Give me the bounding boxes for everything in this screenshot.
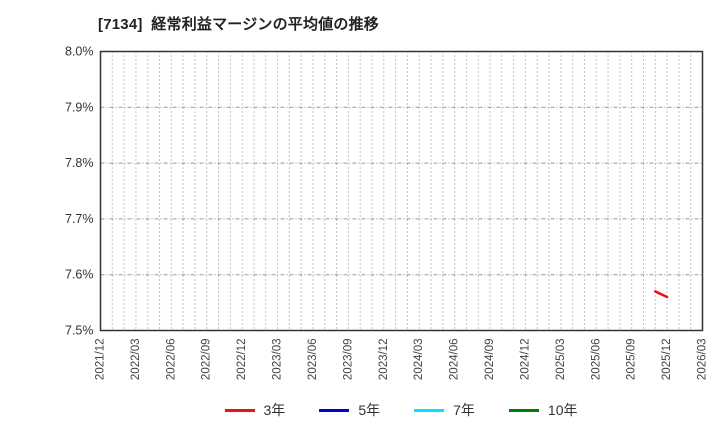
- x-tick-label: 2022/03: [130, 339, 142, 381]
- y-tick-label: 7.7%: [65, 212, 94, 226]
- x-tick-label: 2022/09: [201, 339, 213, 381]
- y-tick-label: 7.5%: [65, 324, 94, 338]
- x-axis-labels: 2021/12 2022/03 2022/06 2022/09 2022/12 2023/…: [95, 339, 709, 381]
- legend-item-7-years: 7年: [414, 403, 475, 417]
- vertical-gridlines: [111, 51, 692, 331]
- series-lines: [654, 290, 669, 299]
- chart-title: [7134] 経常利益マージンの平均値の推移: [98, 16, 379, 33]
- legend-line-swatch-10-years: [508, 408, 539, 412]
- x-tick-label: 2025/12: [661, 339, 673, 381]
- legend-item-10-years: 10年: [508, 402, 578, 418]
- legend-line-swatch-7-years: [414, 408, 445, 412]
- horizontal-gridlines: [100, 106, 703, 276]
- chart-legend: 3年 5年 7年 10年: [100, 403, 702, 417]
- x-tick-label: 2021/12: [95, 339, 107, 381]
- x-tick-label: 2023/12: [378, 339, 390, 381]
- x-tick-label: 2026/03: [697, 339, 709, 381]
- x-tick-label: 2023/09: [342, 339, 354, 381]
- x-tick-label: 2025/09: [626, 339, 638, 381]
- legend-item-5-years: 5年: [319, 403, 380, 417]
- y-tick-label: 8.0%: [65, 45, 94, 59]
- legend-label-7-years: 7年: [453, 402, 475, 418]
- legend-line-swatch-5-years: [319, 408, 350, 412]
- x-tick-label: 2024/03: [413, 339, 425, 381]
- y-tick-label: 7.8%: [65, 156, 94, 170]
- x-tick-label: 2024/06: [449, 339, 461, 381]
- x-tick-label: 2022/12: [236, 339, 248, 381]
- y-axis-labels: 7.5% 7.6% 7.7% 7.8% 7.9% 8.0%: [65, 45, 94, 338]
- x-tick-label: 2022/06: [165, 339, 177, 381]
- x-tick-label: 2023/03: [272, 339, 284, 381]
- x-tick-label: 2025/03: [555, 339, 567, 381]
- x-tick-label: 2023/06: [307, 339, 319, 381]
- legend-label-5-years: 5年: [358, 402, 381, 418]
- x-tick-label: 2024/12: [519, 339, 531, 381]
- y-tick-label: 7.9%: [65, 100, 94, 114]
- x-tick-label: 2024/09: [484, 339, 496, 381]
- y-tick-label: 7.6%: [65, 268, 94, 282]
- x-tick-label: 2025/06: [590, 339, 602, 381]
- legend-item-3-years: 3年: [224, 402, 286, 418]
- series-line-0: [654, 290, 669, 299]
- legend-label-10-years: 10年: [547, 402, 578, 418]
- legend-line-swatch-3-years: [224, 408, 255, 412]
- plot-border: [99, 50, 704, 332]
- legend-label-3-years: 3年: [263, 402, 286, 418]
